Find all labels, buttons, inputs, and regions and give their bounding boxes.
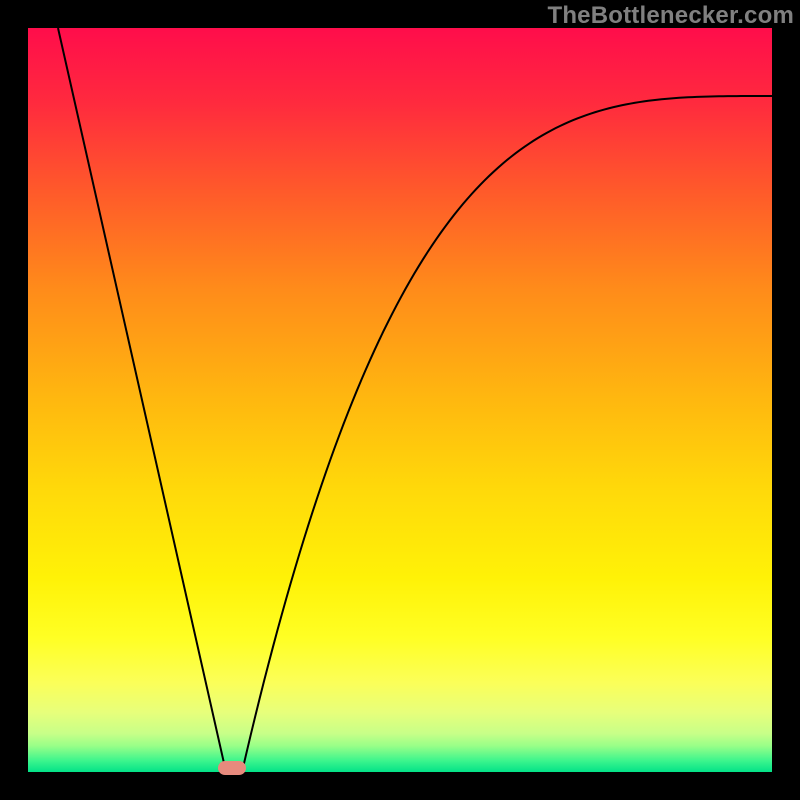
chart-frame: TheBottlenecker.com [0,0,800,800]
watermark-text: TheBottlenecker.com [547,2,794,30]
curve-layer [28,28,772,772]
vertex-marker [218,761,246,775]
bottleneck-curve [58,28,772,772]
plot-area [28,28,772,772]
